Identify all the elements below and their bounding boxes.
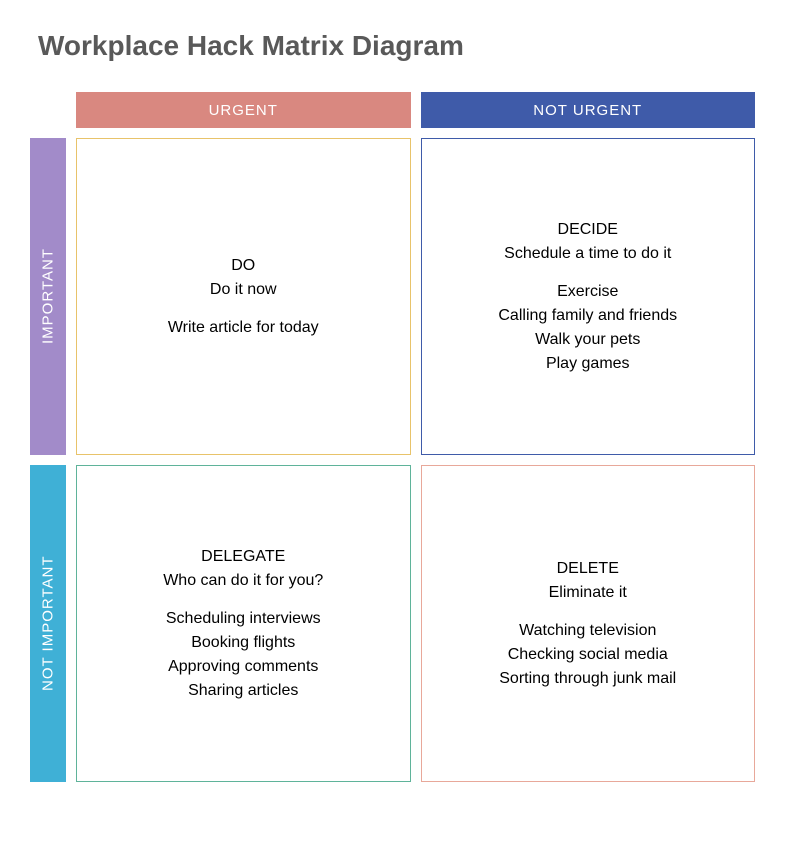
column-header-urgent: URGENT bbox=[76, 92, 411, 128]
quadrant-delegate-label: DELEGATE bbox=[201, 545, 285, 569]
list-item: Write article for today bbox=[168, 316, 319, 340]
row-header-not-important: NOT IMPORTANT bbox=[30, 465, 66, 782]
list-item: Walk your pets bbox=[498, 328, 677, 352]
quadrant-delete-subtitle: Eliminate it bbox=[549, 581, 627, 605]
list-item: Checking social media bbox=[499, 643, 676, 667]
quadrant-decide-subtitle: Schedule a time to do it bbox=[504, 242, 671, 266]
list-item: Calling family and friends bbox=[498, 304, 677, 328]
list-item: Play games bbox=[498, 352, 677, 376]
list-item: Approving comments bbox=[166, 655, 321, 679]
corner-spacer bbox=[30, 92, 66, 128]
column-header-not-urgent: NOT URGENT bbox=[421, 92, 756, 128]
list-item: Scheduling interviews bbox=[166, 607, 321, 631]
list-item: Watching television bbox=[499, 619, 676, 643]
quadrant-delegate-items: Scheduling interviewsBooking flightsAppr… bbox=[166, 607, 321, 703]
quadrant-delegate: DELEGATE Who can do it for you? Scheduli… bbox=[76, 465, 411, 782]
row-header-important: IMPORTANT bbox=[30, 138, 66, 455]
quadrant-do-subtitle: Do it now bbox=[210, 278, 277, 302]
page-title: Workplace Hack Matrix Diagram bbox=[38, 30, 770, 62]
list-item: Sharing articles bbox=[166, 679, 321, 703]
quadrant-delete: DELETE Eliminate it Watching televisionC… bbox=[421, 465, 756, 782]
quadrant-decide-items: ExerciseCalling family and friendsWalk y… bbox=[498, 280, 677, 376]
quadrant-do: DO Do it now Write article for today bbox=[76, 138, 411, 455]
quadrant-delete-items: Watching televisionChecking social media… bbox=[499, 619, 676, 691]
matrix-grid: URGENT NOT URGENT IMPORTANT DO Do it now… bbox=[30, 92, 755, 782]
quadrant-decide-label: DECIDE bbox=[558, 218, 618, 242]
list-item: Exercise bbox=[498, 280, 677, 304]
quadrant-delete-label: DELETE bbox=[557, 557, 619, 581]
list-item: Sorting through junk mail bbox=[499, 667, 676, 691]
quadrant-do-items: Write article for today bbox=[168, 316, 319, 340]
quadrant-delegate-subtitle: Who can do it for you? bbox=[163, 569, 323, 593]
list-item: Booking flights bbox=[166, 631, 321, 655]
quadrant-decide: DECIDE Schedule a time to do it Exercise… bbox=[421, 138, 756, 455]
quadrant-do-label: DO bbox=[231, 254, 255, 278]
